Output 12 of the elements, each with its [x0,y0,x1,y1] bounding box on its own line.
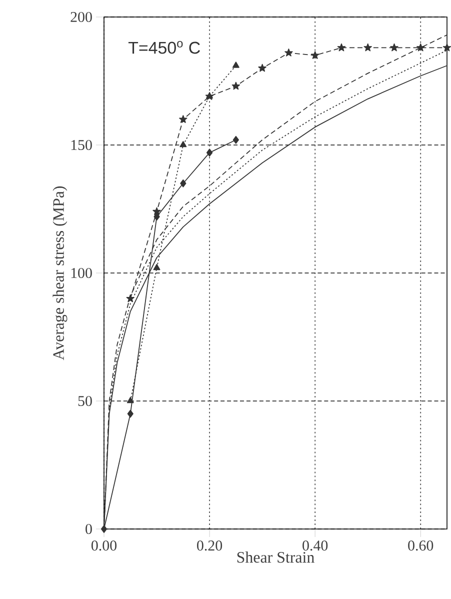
x-tick-label: 0.40 [302,540,328,551]
y-tick-label: 200 [70,12,92,22]
y-axis-title: Average shear stress (MPa) [52,186,68,360]
y-tick-label: 0 [86,524,92,534]
y-tick-label: 150 [71,140,92,150]
y-tick-label: 50 [78,396,92,406]
x-tick-label: 0.20 [197,540,222,551]
annotation: T=450$^{o}$ C [128,40,200,54]
x-tick-label: 0.60 [408,540,434,551]
x-axis-title: Shear Strain [237,552,314,563]
y-tick-label: 100 [71,268,92,278]
x-tick-label: 0.00 [91,540,117,551]
